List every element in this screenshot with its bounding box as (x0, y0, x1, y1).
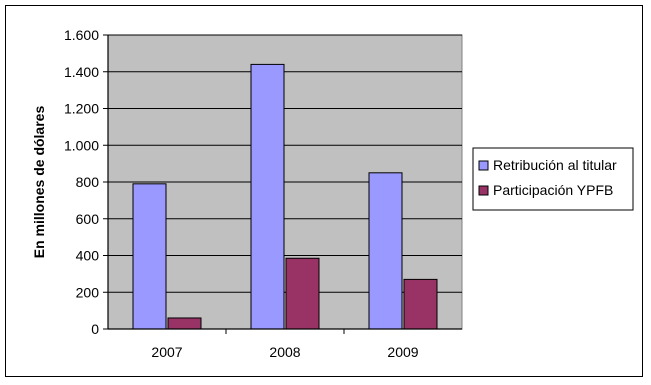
y-tick-label: 600 (76, 211, 100, 227)
y-tick-label: 200 (76, 284, 100, 300)
y-axis-label: En millones de dólares (31, 106, 47, 259)
bar (167, 317, 202, 330)
y-tick-label: 1.200 (64, 101, 99, 117)
y-tick-label: 0 (91, 321, 99, 337)
legend-swatch (478, 160, 489, 171)
x-tick-label: 2008 (269, 344, 300, 360)
legend-label: Participación YPFB (493, 182, 613, 198)
legend-swatch (478, 185, 489, 196)
y-tick-label: 1.400 (64, 64, 99, 80)
legend-box (472, 147, 634, 211)
bar (368, 172, 403, 330)
legend-label: Retribución al titular (493, 157, 617, 173)
bar (132, 183, 167, 330)
bar (250, 63, 285, 330)
x-tick-label: 2009 (387, 344, 418, 360)
y-tick-label: 1.000 (64, 137, 99, 153)
x-tick-label: 2007 (151, 344, 182, 360)
bar (403, 278, 438, 330)
y-tick-label: 1.600 (64, 27, 99, 43)
bar (285, 257, 320, 330)
legend: Retribución al titular Participación YPFB (472, 147, 634, 211)
y-tick-label: 400 (76, 248, 100, 264)
y-tick-label: 800 (76, 174, 100, 190)
